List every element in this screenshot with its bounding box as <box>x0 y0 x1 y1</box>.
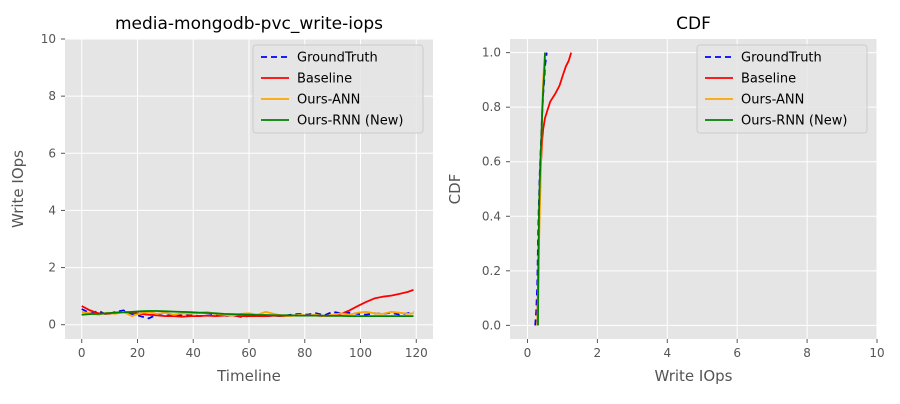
series-group <box>81 289 414 320</box>
x-tick-label: 10 <box>869 346 884 360</box>
x-tick-label: 0 <box>524 346 532 360</box>
legend: GroundTruth Baseline Ours-ANN Ours-RNN (New… <box>696 44 868 134</box>
series-line-ours-rnn-new <box>537 52 546 326</box>
chart-title: media-mongodb-pvc_write-iops <box>115 14 383 34</box>
legend-label: Baseline <box>741 72 796 87</box>
legend-label: Ours-RNN (New) <box>741 114 847 129</box>
legend-label: Ours-ANN <box>297 93 360 108</box>
x-tick-label: 2 <box>594 346 602 360</box>
y-tick-label: 0.0 <box>482 318 501 332</box>
x-tick-label: 80 <box>297 346 312 360</box>
y-tick-label: 8 <box>48 89 56 103</box>
series-group <box>534 52 573 326</box>
x-axis-label: Timeline <box>216 367 281 385</box>
y-tick-label: 0.6 <box>482 155 501 169</box>
y-axis-label: CDF <box>446 174 464 205</box>
left-line-chart-panel: 0 20 40 60 80 100 120 0 2 4 6 8 10 media-mongodb-pvc_… <box>9 14 433 385</box>
y-tick-label: 0 <box>48 318 56 332</box>
x-tick-label: 8 <box>803 346 811 360</box>
legend-box <box>252 44 424 134</box>
y-tick-label: 0.4 <box>482 209 501 223</box>
y-tick-label: 0.2 <box>482 264 501 278</box>
y-tick-label: 4 <box>48 203 56 217</box>
legend-label: GroundTruth <box>741 51 822 66</box>
x-tick-label: 4 <box>663 346 671 360</box>
x-tick-label: 6 <box>733 346 741 360</box>
right-cdf-chart-panel: 0 2 4 6 8 10 0.0 0.2 0.4 0.6 0.8 1.0 CDF Write IOps CD… <box>446 14 885 385</box>
x-axis-ticks: 0 2 4 6 8 10 <box>524 339 885 360</box>
legend-label: Ours-ANN <box>741 93 804 108</box>
y-axis-ticks: 0.0 0.2 0.4 0.6 0.8 1.0 <box>482 46 510 332</box>
y-tick-label: 2 <box>48 261 56 275</box>
chart-title: CDF <box>676 14 711 34</box>
legend: GroundTruth Baseline Ours-ANN Ours-RNN (New… <box>252 44 424 134</box>
x-tick-label: 120 <box>405 346 428 360</box>
series-line-ours-rnn-new <box>81 310 414 318</box>
series-line-ours-ann <box>81 310 414 318</box>
grid-lines <box>65 38 433 339</box>
x-tick-label: 100 <box>349 346 372 360</box>
y-axis-label: Write IOps <box>9 150 27 228</box>
x-tick-label: 60 <box>241 346 256 360</box>
y-tick-label: 6 <box>48 146 56 160</box>
x-tick-label: 40 <box>186 346 201 360</box>
y-axis-ticks: 0 2 4 6 8 10 <box>41 32 65 332</box>
y-tick-label: 10 <box>41 32 56 46</box>
x-axis-ticks: 0 20 40 60 80 100 120 <box>78 339 428 360</box>
x-tick-label: 20 <box>130 346 145 360</box>
legend-label: Ours-RNN (New) <box>297 114 403 129</box>
legend-label: Baseline <box>297 72 352 87</box>
y-tick-label: 1.0 <box>482 46 501 60</box>
x-tick-label: 0 <box>78 346 86 360</box>
x-axis-label: Write IOps <box>655 367 733 385</box>
y-tick-label: 0.8 <box>482 100 501 114</box>
legend-box <box>696 44 868 134</box>
legend-label: GroundTruth <box>297 51 378 66</box>
